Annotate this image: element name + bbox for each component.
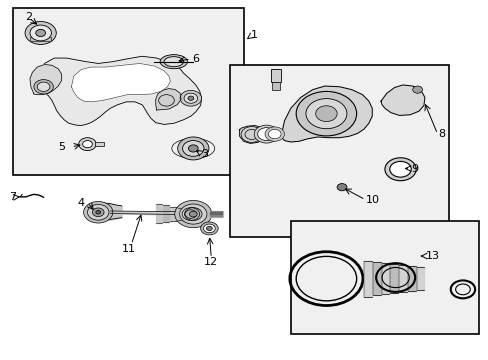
- Text: 3: 3: [201, 149, 208, 159]
- Circle shape: [182, 140, 203, 156]
- Circle shape: [174, 201, 211, 228]
- Circle shape: [82, 140, 92, 148]
- Polygon shape: [281, 86, 371, 142]
- Circle shape: [200, 222, 218, 235]
- Circle shape: [96, 211, 101, 214]
- Bar: [95, 142, 104, 146]
- Ellipse shape: [160, 55, 187, 69]
- Polygon shape: [239, 126, 264, 143]
- Polygon shape: [30, 64, 61, 95]
- Circle shape: [257, 128, 275, 140]
- Bar: [30, 37, 51, 41]
- Circle shape: [180, 90, 201, 106]
- Polygon shape: [156, 89, 181, 110]
- Circle shape: [296, 91, 356, 136]
- Text: 9: 9: [410, 163, 418, 174]
- Circle shape: [305, 99, 346, 129]
- Circle shape: [188, 145, 198, 152]
- Circle shape: [189, 211, 197, 217]
- Circle shape: [92, 208, 104, 217]
- Circle shape: [25, 22, 56, 44]
- Circle shape: [412, 86, 422, 93]
- Text: 6: 6: [191, 54, 199, 64]
- Circle shape: [179, 204, 206, 224]
- Circle shape: [336, 184, 346, 191]
- Circle shape: [184, 208, 202, 221]
- Text: 2: 2: [25, 12, 32, 22]
- Circle shape: [183, 93, 197, 103]
- Bar: [271, 69, 281, 82]
- Text: 10: 10: [365, 195, 379, 206]
- Text: 12: 12: [204, 257, 218, 267]
- Circle shape: [206, 226, 212, 230]
- Circle shape: [87, 204, 109, 220]
- Polygon shape: [71, 63, 170, 102]
- Circle shape: [264, 127, 284, 141]
- Circle shape: [254, 125, 278, 143]
- Circle shape: [177, 137, 208, 160]
- Text: 13: 13: [425, 251, 439, 261]
- Circle shape: [268, 130, 281, 139]
- Circle shape: [384, 158, 415, 181]
- Bar: [290, 221, 478, 334]
- Text: 5: 5: [58, 142, 65, 152]
- Text: 11: 11: [121, 244, 135, 254]
- Polygon shape: [35, 56, 201, 126]
- Circle shape: [34, 80, 53, 94]
- Bar: [229, 65, 448, 237]
- Text: 4: 4: [77, 198, 84, 208]
- Circle shape: [315, 106, 336, 122]
- Ellipse shape: [163, 57, 183, 67]
- Circle shape: [37, 82, 50, 91]
- Circle shape: [389, 161, 410, 177]
- Circle shape: [83, 202, 113, 223]
- Text: 7: 7: [9, 192, 17, 202]
- Circle shape: [203, 224, 215, 233]
- Text: 1: 1: [250, 31, 257, 40]
- Circle shape: [187, 96, 193, 100]
- Circle shape: [30, 25, 51, 41]
- Polygon shape: [380, 85, 424, 116]
- Circle shape: [36, 30, 45, 37]
- Text: 8: 8: [438, 129, 445, 139]
- Bar: [13, 8, 244, 175]
- Circle shape: [79, 138, 96, 150]
- Bar: [272, 82, 280, 90]
